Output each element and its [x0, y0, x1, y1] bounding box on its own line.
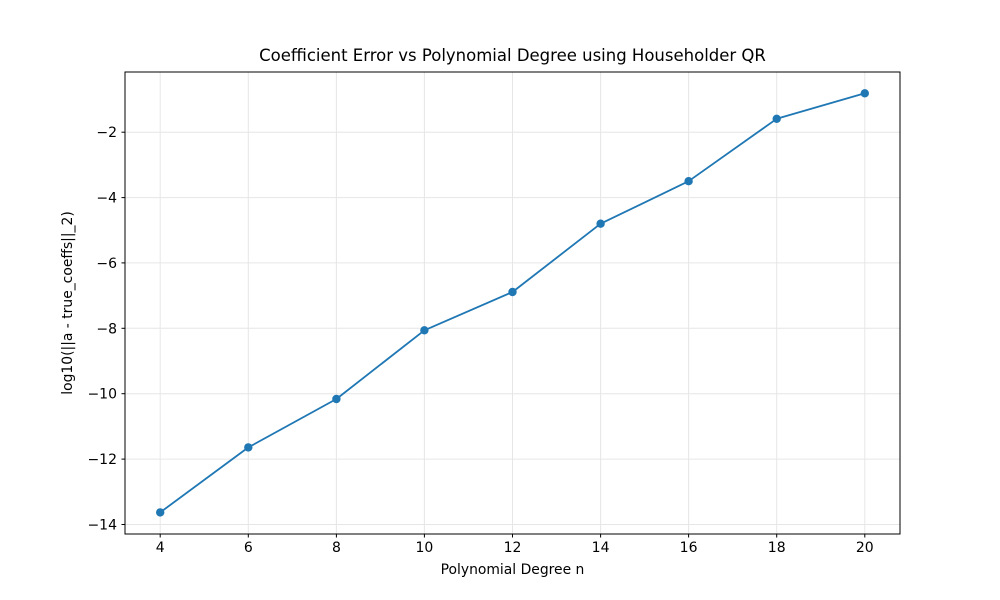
- y-axis-label: log10(||a - true_coeffs||_2): [60, 211, 76, 395]
- x-tick-label: 6: [244, 540, 253, 556]
- x-axis-label: Polynomial Degree n: [440, 562, 585, 578]
- y-tick-label: −4: [96, 191, 117, 207]
- y-tick-label: −10: [87, 387, 117, 403]
- y-tick-label: −2: [96, 125, 117, 141]
- data-point: [596, 219, 605, 228]
- data-point: [860, 89, 869, 98]
- y-tick-label: −8: [96, 321, 117, 337]
- x-tick-label: 4: [156, 540, 165, 556]
- data-point: [772, 114, 781, 124]
- data-point: [156, 508, 165, 517]
- data-point: [684, 177, 693, 186]
- y-tick-label: −6: [96, 256, 117, 272]
- data-point: [332, 394, 341, 404]
- y-tick-label: −12: [87, 452, 117, 468]
- x-tick-label: 18: [768, 540, 786, 556]
- data-point: [244, 443, 253, 452]
- x-tick-label: 20: [856, 540, 874, 556]
- x-tick-label: 16: [680, 540, 698, 556]
- x-tick-label: 8: [332, 540, 341, 556]
- y-tick-label: −14: [87, 518, 117, 534]
- x-tick-label: 12: [504, 540, 522, 556]
- chart-title: Coefficient Error vs Polynomial Degree u…: [259, 46, 766, 65]
- x-tick-label: 14: [592, 540, 610, 556]
- data-point: [508, 287, 517, 297]
- data-point: [420, 326, 429, 335]
- x-tick-label: 10: [415, 540, 433, 556]
